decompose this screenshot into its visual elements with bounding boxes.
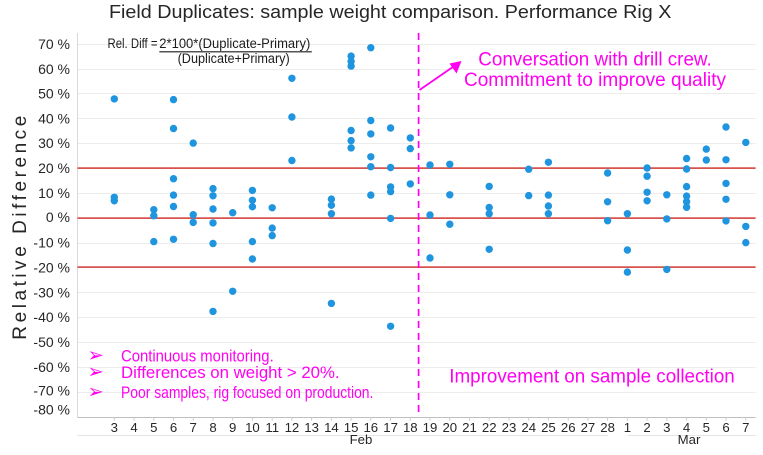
svg-text:➢: ➢ bbox=[88, 345, 104, 367]
svg-text:50 %: 50 % bbox=[38, 85, 70, 101]
svg-text:20 %: 20 % bbox=[38, 160, 70, 176]
svg-text:Conversation with drill crew.: Conversation with drill crew. bbox=[478, 49, 712, 71]
svg-text:5: 5 bbox=[150, 420, 157, 435]
svg-text:24: 24 bbox=[521, 420, 536, 435]
svg-text:-30 %: -30 % bbox=[33, 284, 70, 300]
svg-text:27: 27 bbox=[581, 420, 596, 435]
svg-text:Relative Difference: Relative Difference bbox=[10, 116, 31, 340]
svg-text:➢: ➢ bbox=[88, 381, 104, 403]
svg-text:6: 6 bbox=[722, 420, 729, 435]
svg-text:5: 5 bbox=[703, 420, 710, 435]
svg-text:3: 3 bbox=[111, 420, 118, 435]
svg-text:Mar: Mar bbox=[678, 432, 701, 447]
svg-text:9: 9 bbox=[229, 420, 236, 435]
svg-text:15: 15 bbox=[344, 420, 359, 435]
svg-text:Differences on weight > 20%.: Differences on weight > 20%. bbox=[121, 363, 340, 382]
svg-text:25: 25 bbox=[541, 420, 556, 435]
svg-text:21: 21 bbox=[462, 420, 477, 435]
svg-text:60 %: 60 % bbox=[38, 61, 70, 77]
svg-text:4: 4 bbox=[683, 420, 690, 435]
svg-text:➢: ➢ bbox=[88, 361, 104, 383]
svg-text:Field Duplicates: sample weigh: Field Duplicates: sample weight comparis… bbox=[109, 1, 672, 22]
svg-text:26: 26 bbox=[561, 420, 576, 435]
svg-text:4: 4 bbox=[130, 420, 137, 435]
svg-text:1: 1 bbox=[624, 420, 631, 435]
svg-text:20: 20 bbox=[442, 420, 457, 435]
svg-text:14: 14 bbox=[324, 420, 339, 435]
svg-text:0 %: 0 % bbox=[46, 209, 70, 225]
svg-text:Improvement on sample collecti: Improvement on sample collection bbox=[449, 367, 735, 388]
svg-text:2: 2 bbox=[643, 420, 650, 435]
svg-text:22: 22 bbox=[482, 420, 497, 435]
svg-text:11: 11 bbox=[265, 420, 279, 435]
svg-text:-60 %: -60 % bbox=[33, 359, 70, 375]
svg-text:-70 %: -70 % bbox=[33, 383, 70, 399]
svg-text:28: 28 bbox=[600, 420, 615, 435]
svg-text:Commitment to improve quality: Commitment to improve quality bbox=[464, 69, 726, 91]
svg-text:Rel. Diff =: Rel. Diff = bbox=[108, 36, 158, 51]
svg-text:23: 23 bbox=[502, 420, 517, 435]
svg-text:18: 18 bbox=[403, 420, 418, 435]
svg-text:10: 10 bbox=[245, 420, 260, 435]
svg-text:-10 %: -10 % bbox=[33, 235, 70, 251]
svg-text:6: 6 bbox=[170, 420, 177, 435]
svg-text:-40 %: -40 % bbox=[33, 309, 70, 325]
svg-text:7: 7 bbox=[190, 420, 197, 435]
svg-text:2*100*(Duplicate-Primary): 2*100*(Duplicate-Primary) bbox=[159, 36, 310, 51]
svg-text:8: 8 bbox=[209, 420, 216, 435]
svg-text:-20 %: -20 % bbox=[33, 259, 70, 275]
svg-text:17: 17 bbox=[383, 420, 398, 435]
svg-text:16: 16 bbox=[363, 420, 378, 435]
svg-text:Feb: Feb bbox=[350, 432, 373, 447]
svg-text:(Duplicate+Primary): (Duplicate+Primary) bbox=[178, 51, 290, 66]
svg-text:19: 19 bbox=[423, 420, 438, 435]
svg-text:7: 7 bbox=[742, 420, 749, 435]
svg-text:Poor samples, rig focused on p: Poor samples, rig focused on production. bbox=[121, 383, 373, 402]
svg-text:40 %: 40 % bbox=[38, 110, 70, 126]
svg-text:12: 12 bbox=[285, 420, 300, 435]
svg-text:70 %: 70 % bbox=[38, 36, 70, 52]
svg-text:13: 13 bbox=[304, 420, 319, 435]
svg-text:10 %: 10 % bbox=[38, 185, 70, 201]
svg-text:-80 %: -80 % bbox=[33, 402, 70, 418]
svg-text:Continuous monitoring.: Continuous monitoring. bbox=[121, 347, 274, 366]
svg-text:3: 3 bbox=[663, 420, 670, 435]
svg-text:30 %: 30 % bbox=[38, 135, 70, 151]
svg-text:-50 %: -50 % bbox=[33, 334, 70, 350]
